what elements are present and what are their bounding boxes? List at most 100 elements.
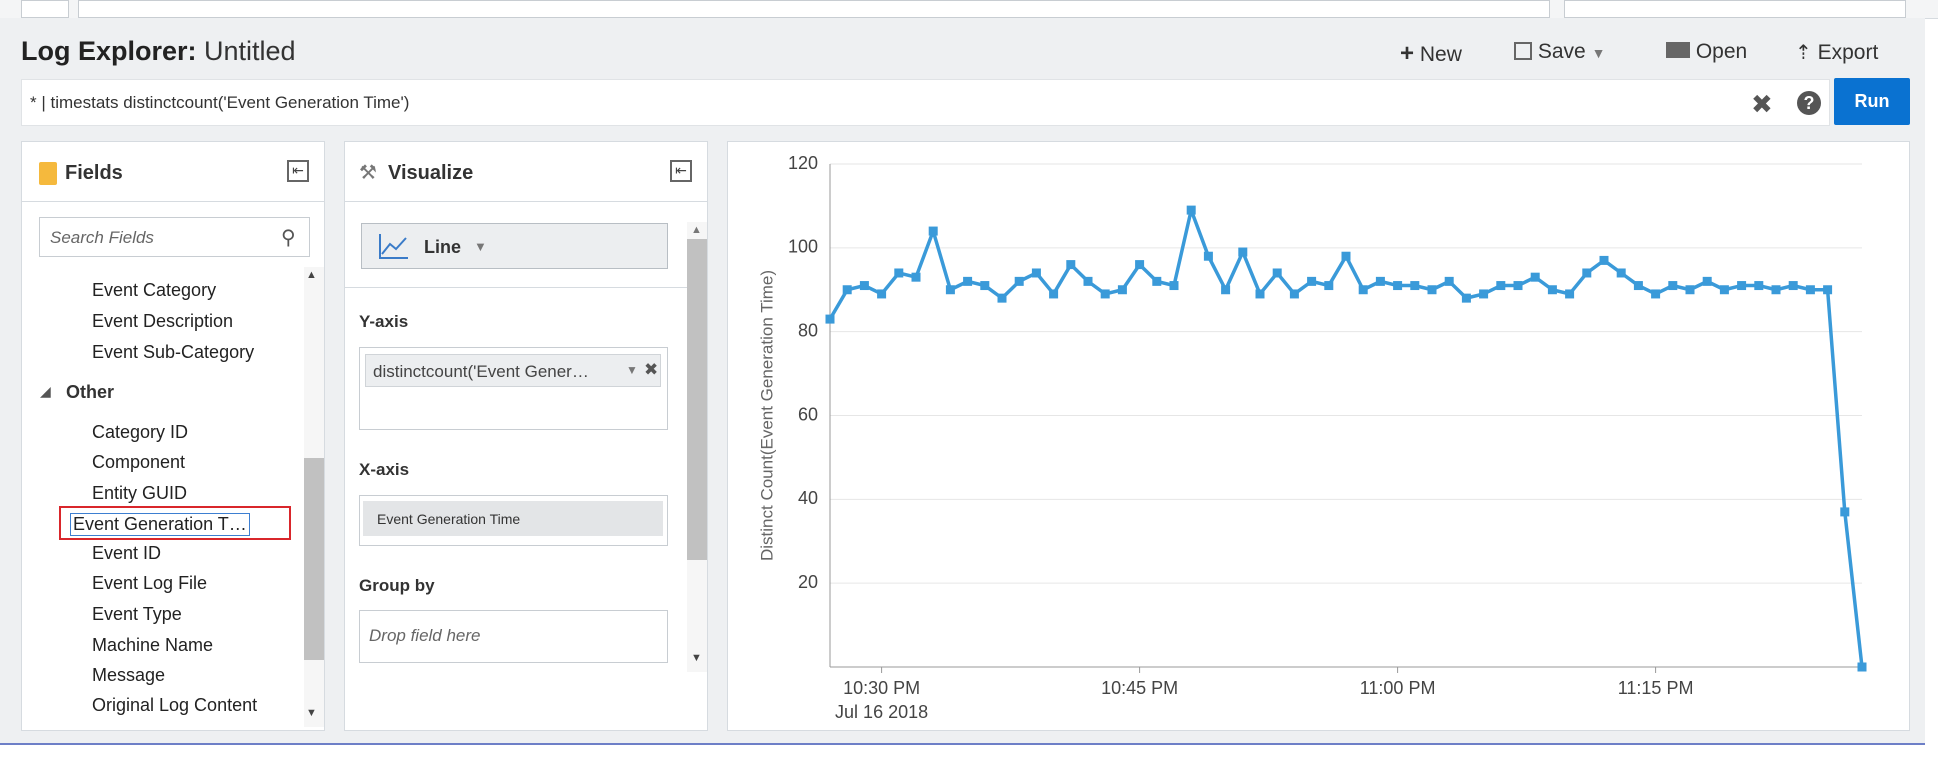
field-item[interactable]: Event Sub-Category [92,342,255,362]
search-box[interactable]: Search Fields ⚲ [39,217,310,257]
divider [345,287,687,288]
query-bar[interactable]: * | timestats distinctcount('Event Gener… [21,79,1830,126]
marker [1083,276,1093,286]
top-strip [0,0,1938,19]
field-item[interactable]: Category ID [92,422,189,442]
marker [1135,260,1145,270]
field-item[interactable]: Event Type [92,604,182,624]
chip-remove[interactable]: ✖ [644,360,659,379]
marker [1049,289,1059,299]
panel-title: Fields [65,162,123,184]
clear-icon[interactable]: ✖ [1751,89,1773,119]
marker [1685,285,1695,295]
marker [911,272,921,282]
marker [1857,662,1867,672]
open-button[interactable]: Open [1666,40,1747,64]
x-tick-label: 11:00 PM [1360,678,1436,698]
label: Open [1695,40,1748,63]
marker [1633,281,1643,291]
marker [1341,251,1351,261]
x-tick-label: 11:15 PM [1618,678,1694,698]
scroll-thumb[interactable] [687,239,707,560]
field-item[interactable]: Component [92,452,186,472]
marker [1702,276,1712,286]
scroll-down[interactable]: ▼ [306,707,317,719]
y-field-chip[interactable]: distinctcount('Event Gener… ▼ ✖ [365,354,661,387]
collapse-icon[interactable]: ⇤ [287,160,309,182]
label: Export [1817,41,1879,64]
fields-icon [39,162,57,185]
top-box [21,0,69,18]
marker [1823,285,1833,295]
group-title[interactable]: Other [66,382,115,402]
scroll-down[interactable]: ▼ [691,652,702,664]
field-item[interactable]: Event Category [92,280,217,300]
marker [1651,289,1661,299]
marker [997,293,1007,303]
marker [1221,285,1231,295]
group-toggle[interactable]: ◢ [40,383,51,399]
x-field-box[interactable]: Event Generation Time [359,495,668,546]
y-field-box[interactable]: distinctcount('Event Gener… ▼ ✖ [359,347,668,430]
field-item[interactable]: Event Log File [92,573,208,593]
marker [877,289,887,299]
field-item[interactable]: Entity GUID [92,483,188,503]
dropdown-arrow: ▼ [474,239,487,254]
group-by-placeholder: Drop field here [369,626,481,645]
chart-panel: 20 40 60 80 100 120 10:30 PM 10:45 PM 11:00 PM 11… [727,141,1910,731]
export-button[interactable]: ⇡ Export [1795,41,1879,64]
marker [894,268,904,278]
save-button[interactable]: Save ▼ [1514,40,1605,64]
field-item[interactable]: Message [92,665,166,685]
chart-type-dropdown[interactable]: Line ▼ [361,223,668,269]
label: Save [1537,40,1586,63]
x-date-label: Jul 16 2018 [835,702,928,722]
marker [1152,276,1162,286]
x-tick-label: 10:45 PM [1101,678,1178,698]
marker [1427,285,1437,295]
x-tick-label: 10:30 PM [843,678,920,698]
run-button[interactable]: Run [1834,78,1910,125]
marker [1840,507,1850,517]
chart: 20 40 60 80 100 120 10:30 PM 10:45 PM 11:00 PM 11… [757,153,1867,722]
highlight-box [59,506,291,540]
new-button[interactable]: + New [1400,40,1462,67]
title: Log Explorer: [21,36,197,66]
scrollbar[interactable]: ▲ ▼ [687,222,707,672]
help-icon[interactable]: ? [1797,91,1821,115]
visualize-icon: ⚒ [359,162,377,184]
y-tick-label: 40 [798,488,818,508]
marker [980,281,990,291]
marker [1719,285,1729,295]
scroll-thumb[interactable] [304,458,324,660]
group-by-box[interactable]: Drop field here [359,610,668,663]
subtitle: Untitled [204,36,296,66]
marker [1547,285,1557,295]
marker [1771,285,1781,295]
scroll-up[interactable]: ▲ [691,224,702,236]
chart-type: Line [424,237,462,257]
top-input [78,0,1550,18]
y-tick-label: 20 [798,572,818,592]
marker [1272,268,1282,278]
marker [928,226,938,236]
marker [1410,281,1420,291]
group-by-label: Group by [359,576,435,595]
marker [1616,268,1626,278]
collapse-icon[interactable]: ⇤ [670,160,692,182]
field-item[interactable]: Event Description [92,311,234,331]
marker [1375,276,1385,286]
x-field-chip[interactable]: Event Generation Time [363,501,663,536]
field-item[interactable]: Original Log Content [92,695,258,715]
chip-menu[interactable]: ▼ [626,363,638,377]
marker [1565,289,1575,299]
scroll-up[interactable]: ▲ [306,269,317,281]
field-item[interactable]: Event ID [92,543,162,563]
scrollbar[interactable]: ▲ ▼ [304,267,324,727]
marker [1186,205,1196,215]
marker [1461,293,1471,303]
y-tick-label: 120 [788,153,818,173]
marker [1255,289,1265,299]
field-item[interactable]: Machine Name [92,635,214,655]
field-item[interactable]: Event Generation T… [70,513,250,536]
